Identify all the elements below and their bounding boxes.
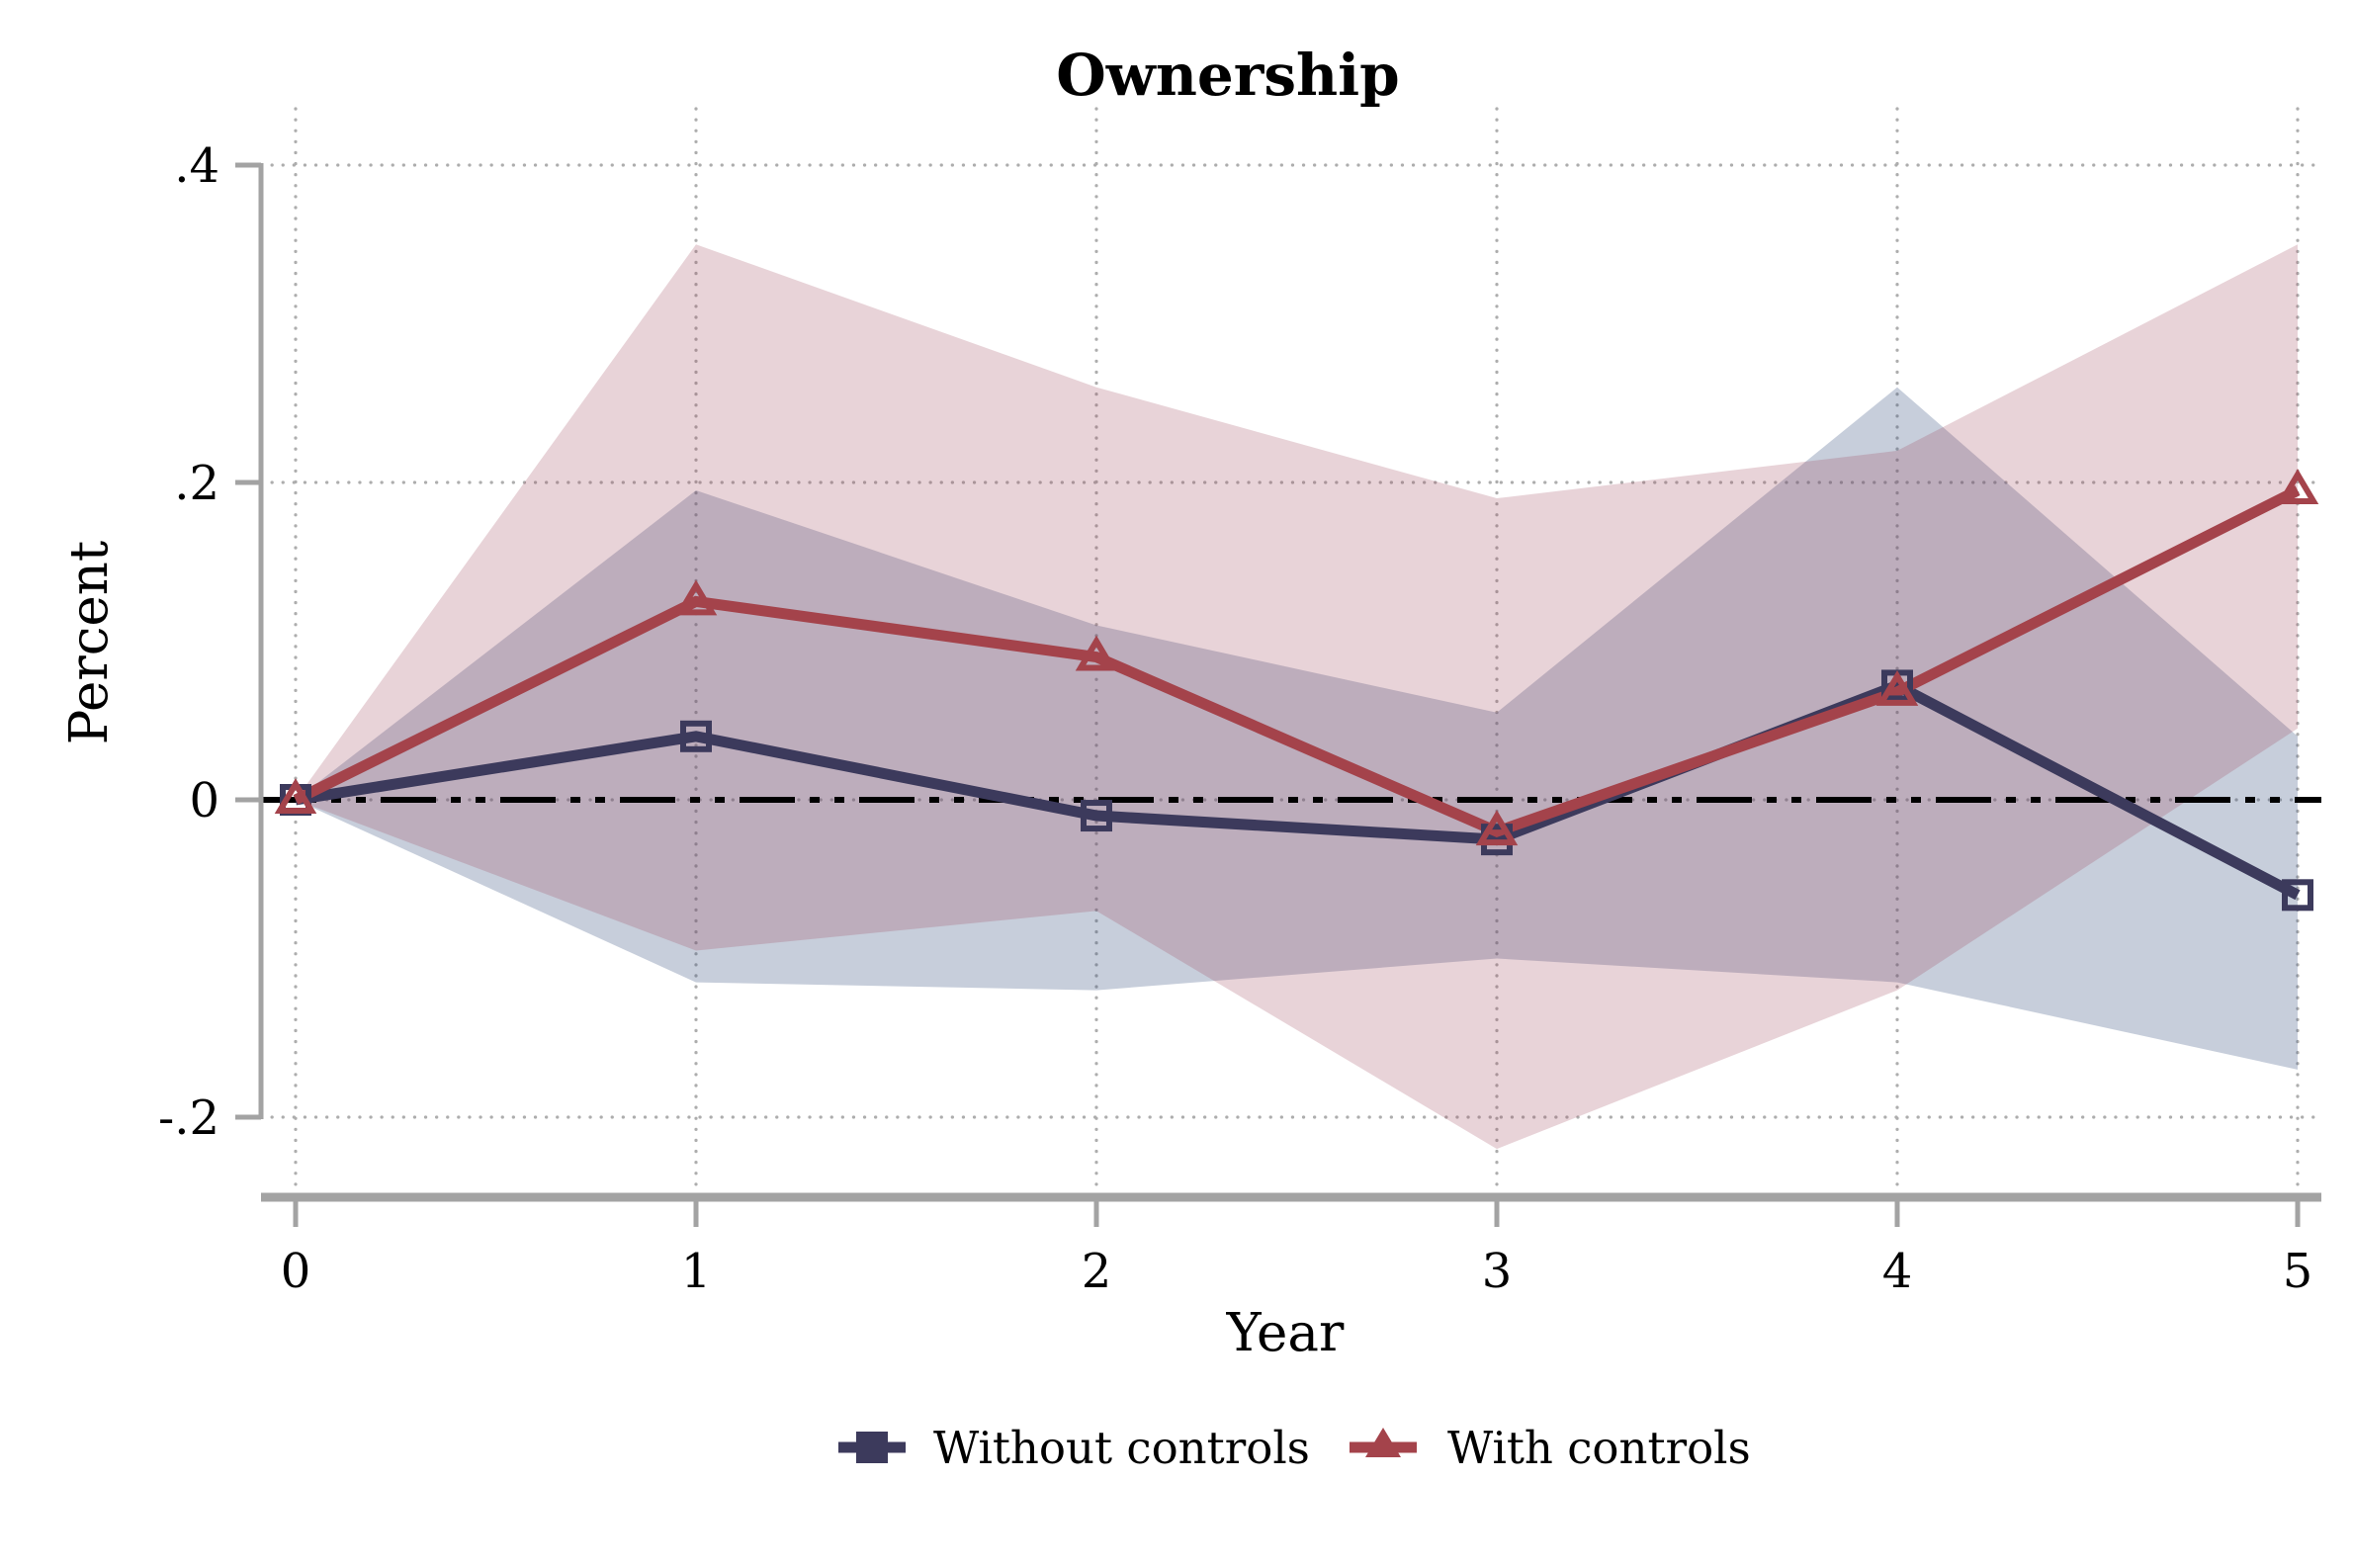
x-tick-label: 0 [281, 1244, 311, 1299]
legend-swatch-triangle [1350, 1428, 1417, 1457]
marker-triangle [2276, 469, 2319, 505]
marker-triangle [1475, 810, 1519, 846]
legend-item-without-controls: Without controls [838, 1422, 1310, 1474]
legend-swatch-square [838, 1432, 906, 1463]
confidence-bands [296, 244, 2298, 1150]
x-tick-label: 5 [2283, 1244, 2313, 1299]
marker-triangle [674, 579, 718, 616]
marker-square [680, 720, 712, 752]
marker-triangle [1075, 635, 1118, 671]
x-axis-title: Year [1226, 1303, 1345, 1363]
axes [235, 162, 2321, 1227]
marker-square [2282, 879, 2313, 912]
legend-label: Without controls [933, 1422, 1310, 1474]
legend: Without controls With controls [838, 1422, 1751, 1474]
series-line-without-controls [295, 679, 2301, 901]
marker-square [1081, 800, 1112, 832]
tick-labels: .4 .2 0 -.2 0 1 2 3 4 5 [158, 138, 2312, 1299]
y-axis-title: Percent [59, 541, 120, 744]
legend-label: With controls [1447, 1422, 1751, 1474]
x-tick-label: 1 [681, 1244, 712, 1299]
series-line-with-controls [293, 485, 2301, 838]
series-lines [293, 485, 2301, 901]
y-tick-label: -.2 [158, 1090, 219, 1146]
marker-triangle [1875, 669, 1919, 706]
y-tick-label: .2 [174, 456, 219, 511]
ci-band-without-controls [296, 387, 2298, 1070]
y-tick-label: .4 [174, 138, 219, 194]
y-tick-label: 0 [189, 773, 219, 828]
series-markers [274, 469, 2319, 912]
legend-square-icon [856, 1432, 888, 1463]
x-tick-label: 4 [1882, 1244, 1913, 1299]
chart-title: Ownership [1056, 42, 1400, 109]
x-tick-label: 2 [1082, 1244, 1112, 1299]
ci-band-with-controls [296, 244, 2298, 1150]
marker-triangle [274, 778, 317, 814]
legend-item-with-controls: With controls [1350, 1422, 1751, 1474]
x-tick-label: 3 [1482, 1244, 1513, 1299]
legend-triangle-icon [1365, 1428, 1401, 1457]
